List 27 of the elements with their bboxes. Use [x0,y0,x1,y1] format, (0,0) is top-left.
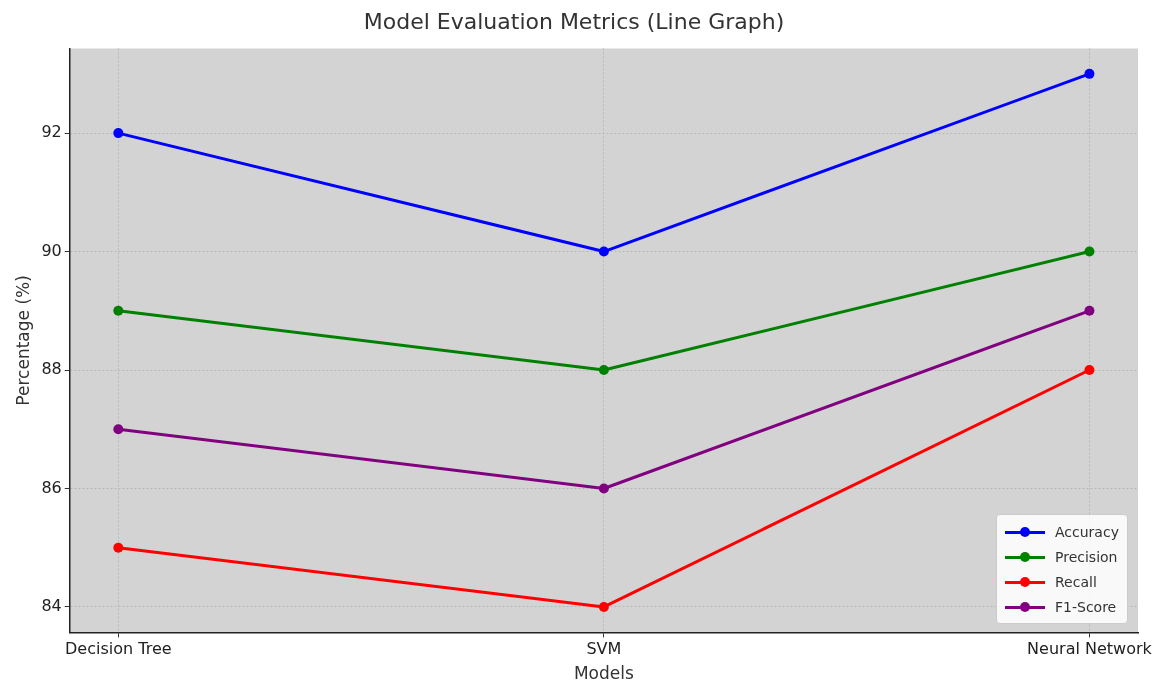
point [1084,246,1095,257]
point [1084,68,1095,79]
legend-label: Precision [1055,548,1118,565]
legend-label: Accuracy [1055,523,1119,540]
point [1084,365,1095,376]
y-axis-title: Percentage (%) [12,275,33,406]
x-tick-label: Neural Network [1027,639,1153,659]
point [1084,305,1095,316]
legend-label: F1-Score [1055,598,1117,615]
y-tick-label: 90 [41,240,62,260]
point [113,305,124,316]
point [598,601,609,612]
x-tick-label: SVM [586,639,622,659]
y-tick-label: 88 [41,359,62,379]
y-tick-label: 84 [41,596,62,616]
point [113,128,124,139]
point [113,424,124,435]
point [113,542,124,553]
point [598,483,609,494]
y-tick-label: 92 [41,122,62,142]
point [598,365,609,376]
legend-label: Recall [1055,573,1097,590]
x-tick-label: Decision Tree [65,639,172,659]
point [598,246,609,257]
chart-title: Model Evaluation Metrics (Line Graph) [363,8,785,34]
y-tick-label: 86 [41,477,62,497]
x-axis-title: Models [573,663,634,684]
